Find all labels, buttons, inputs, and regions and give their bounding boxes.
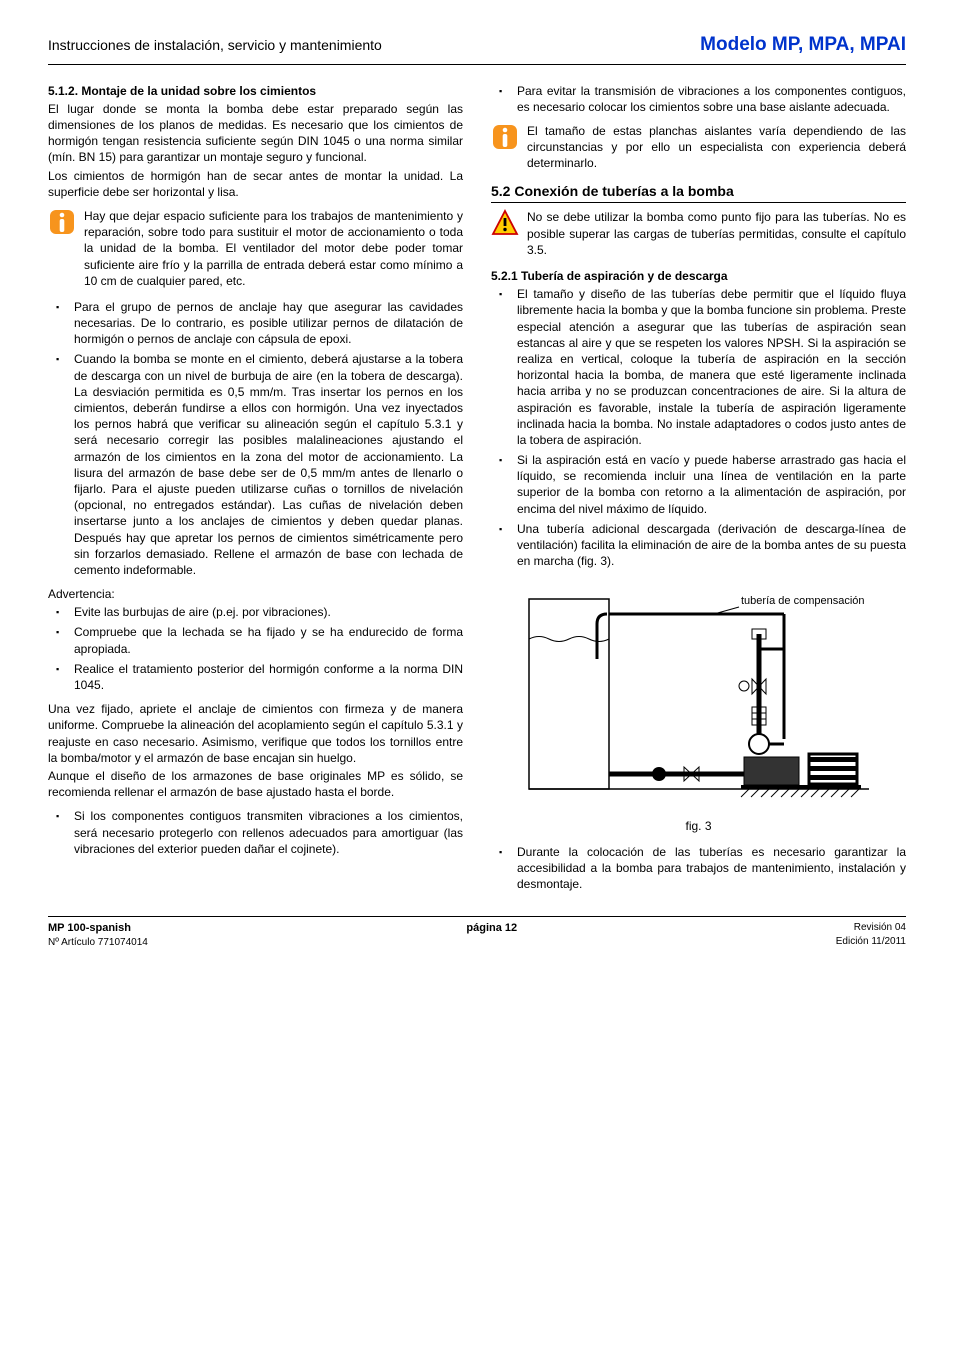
list-item: Para evitar la transmisión de vibracione… [491,83,906,115]
figure-3-svg: tubería de compensación [509,579,889,809]
para: Una vez fijado, apriete el anclaje de ci… [48,701,463,766]
para: Aunque el diseño de los armazones de bas… [48,768,463,800]
para: Los cimientos de hormigón han de secar a… [48,168,463,200]
list-item: Durante la colocación de las tuberías es… [491,844,906,893]
list-item: Realice el tratamiento posterior del hor… [48,661,463,693]
bullet-list: El tamaño y diseño de las tuberías debe … [491,286,906,569]
bullet-list: Evite las burbujas de aire (p.ej. por vi… [48,604,463,693]
list-item: Para el grupo de pernos de anclaje hay q… [48,299,463,348]
heading-5-2-1: 5.2.1 Tubería de aspiración y de descarg… [491,268,906,284]
note-text: Hay que dejar espacio suficiente para lo… [84,208,463,289]
footer-page: página 12 [466,921,517,949]
heading-5-1-2: 5.1.2. Montaje de la unidad sobre los ci… [48,83,463,99]
page-footer: MP 100-spanish Nº Artículo 771074014 pág… [48,916,906,949]
warning-label: Advertencia: [48,586,463,602]
heading-5-2: 5.2 Conexión de tuberías a la bomba [491,182,906,204]
info-icon [491,123,519,151]
page-header: Instrucciones de instalación, servicio y… [48,32,906,65]
list-item: Si la aspiración está en vacío y puede h… [491,452,906,517]
bullet-list: Para el grupo de pernos de anclaje hay q… [48,299,463,578]
note-text: El tamaño de estas planchas aislantes va… [527,123,906,172]
list-item: Compruebe que la lechada se ha fijado y … [48,624,463,656]
figure-caption: fig. 3 [491,818,906,834]
figure-3: tubería de compensación fig. 3 [491,579,906,833]
footer-doc: MP 100-spanish [48,921,148,936]
info-note: Hay que dejar espacio suficiente para lo… [48,208,463,289]
list-item: Una tubería adicional descargada (deriva… [491,521,906,570]
list-item: Si los componentes contiguos transmiten … [48,808,463,857]
footer-rev: Revisión 04 [836,921,906,935]
info-note: El tamaño de estas planchas aislantes va… [491,123,906,172]
body-columns: 5.1.2. Montaje de la unidad sobre los ci… [48,83,906,893]
footer-article: Nº Artículo 771074014 [48,936,148,950]
info-icon [48,208,76,236]
footer-ed: Edición 11/2011 [836,935,906,949]
list-item: Cuando la bomba se monte en el cimiento,… [48,351,463,578]
warning-note: No se debe utilizar la bomba como punto … [491,209,906,258]
note-text: No se debe utilizar la bomba como punto … [527,209,906,258]
para: El lugar donde se monta la bomba debe es… [48,101,463,166]
list-item: El tamaño y diseño de las tuberías debe … [491,286,906,448]
bullet-list: Durante la colocación de las tuberías es… [491,844,906,893]
warning-icon [491,209,519,237]
header-right: Modelo MP, MPA, MPAI [700,32,906,58]
header-left: Instrucciones de instalación, servicio y… [48,36,382,55]
figure-label: tubería de compensación [741,595,865,607]
list-item: Evite las burbujas de aire (p.ej. por vi… [48,604,463,620]
